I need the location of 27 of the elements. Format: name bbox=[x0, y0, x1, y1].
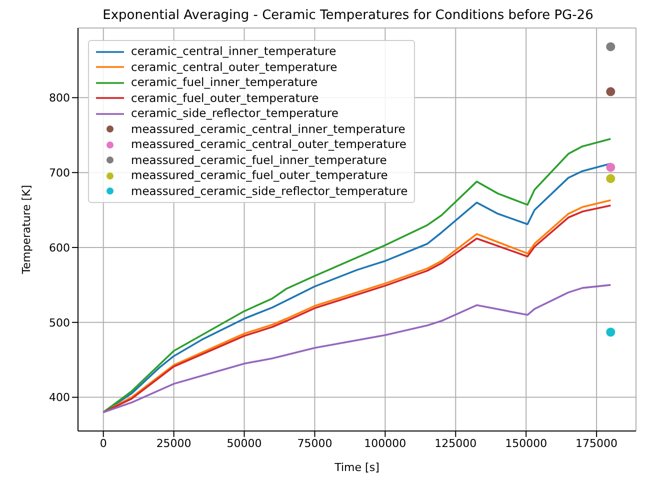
x-tick-label: 75000 bbox=[297, 436, 332, 450]
x-tick-label: 50000 bbox=[226, 436, 262, 450]
x-tick-label: 0 bbox=[100, 436, 107, 450]
legend-label: meassured_ceramic_fuel_inner_temperature bbox=[131, 152, 387, 168]
y-tick-label: 500 bbox=[49, 316, 70, 330]
legend-label: ceramic_side_reflector_temperature bbox=[131, 106, 338, 122]
x-tick-label: 25000 bbox=[156, 436, 192, 450]
y-tick-label: 600 bbox=[49, 241, 70, 254]
legend-label: meassured_ceramic_central_inner_temperature bbox=[131, 122, 406, 137]
x-tick-label: 125000 bbox=[434, 436, 477, 450]
y-tick-label: 800 bbox=[49, 92, 70, 105]
x-tick-label: 150000 bbox=[505, 436, 548, 450]
chart-title: Exponential Averaging - Ceramic Temperatures for Conditions before PG-26 bbox=[102, 8, 594, 23]
legend-label: meassured_ceramic_side_reflector_temperature bbox=[131, 184, 408, 199]
y-tick-label: 400 bbox=[49, 391, 70, 404]
legend-label: ceramic_central_inner_temperature bbox=[131, 44, 336, 60]
x-tick-label: 100000 bbox=[364, 436, 406, 450]
legend-label: ceramic_fuel_inner_temperature bbox=[131, 75, 318, 90]
x-axis-title: Time [s] bbox=[334, 461, 380, 474]
line-series bbox=[102, 284, 612, 414]
legend-label: ceramic_fuel_outer_temperature bbox=[131, 90, 319, 106]
legend-label: meassured_ceramic_fuel_outer_temperature bbox=[131, 168, 388, 184]
x-tick-label: 175000 bbox=[576, 436, 618, 450]
y-tick-label: 700 bbox=[49, 166, 70, 180]
y-axis-title: Temperature [K] bbox=[20, 185, 33, 275]
legend-label: meassured_ceramic_central_outer_temperature bbox=[131, 137, 406, 152]
legend-label: ceramic_central_outer_temperature bbox=[131, 60, 338, 75]
